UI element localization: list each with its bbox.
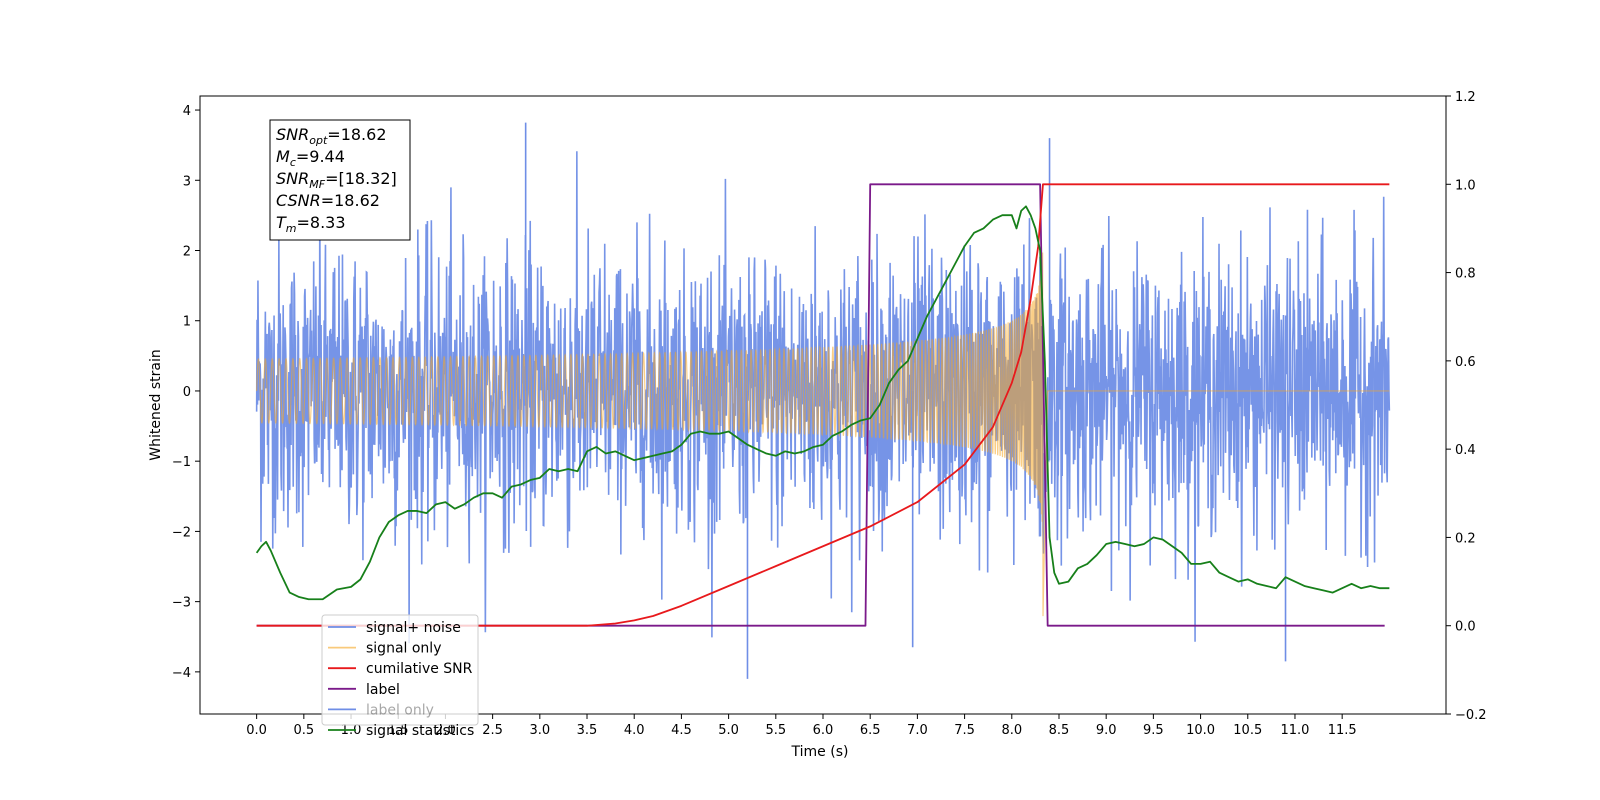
x-tick-label: 4.0 (624, 723, 645, 738)
y-right-tick-label: 1.2 (1455, 90, 1476, 105)
legend-label: label only (366, 702, 434, 718)
y-right-tick-label: 0.6 (1455, 355, 1476, 370)
legend-label: signal+ noise (366, 620, 461, 636)
x-tick-label: 9.5 (1143, 723, 1164, 738)
x-tick-label: 0.5 (293, 723, 314, 738)
legend: signal+ noise signal only cumilative SNR la… (321, 614, 479, 739)
x-tick-label: 3.5 (577, 723, 598, 738)
y-left-tick-label: 4 (183, 104, 191, 119)
x-tick-label: 2.5 (482, 723, 503, 738)
x-tick-label: 0.0 (246, 723, 267, 738)
x-tick-label: 3.0 (529, 723, 550, 738)
x-tick-label: 7.5 (954, 723, 975, 738)
series-layer (255, 122, 1391, 679)
x-tick-label: 8.0 (1001, 723, 1022, 738)
y-right-tick-label: 0.8 (1455, 267, 1476, 282)
series-cumulative-snr (256, 183, 1390, 627)
legend-label: label (366, 682, 400, 698)
x-tick-label: 11.5 (1328, 723, 1357, 738)
x-tick-label: 2.0 (435, 723, 456, 738)
legend-label: signal statistics (366, 723, 474, 739)
x-tick-label: 4.5 (671, 723, 692, 738)
y-left-tick-label: −4 (172, 666, 191, 681)
y-right-tick-label: 0.2 (1455, 531, 1476, 546)
y-axis-left-label: Whitened strain (148, 349, 164, 460)
y-axis-left: −4 −3 −2 −1 0 1 2 3 4 (172, 104, 200, 681)
x-tick-label: 7.0 (907, 723, 928, 738)
y-left-tick-label: 2 (183, 245, 191, 260)
annotation-line: SNRMF=[18.32] (276, 169, 397, 191)
legend-label: cumilative SNR (366, 661, 473, 677)
x-axis-label: Time (s) (791, 744, 849, 760)
y-left-tick-label: −2 (172, 525, 191, 540)
y-right-tick-label: 0.4 (1455, 443, 1476, 458)
x-axis: 0.0 0.5 1.0 1.5 2.0 2.5 3.0 3.5 4.0 4.5 5.0 5.5 6.0 6… (246, 714, 1357, 738)
y-right-tick-label: 0.0 (1455, 620, 1476, 635)
y-left-tick-label: −3 (172, 596, 191, 611)
y-left-tick-label: 3 (183, 174, 191, 189)
x-tick-label: 10.5 (1233, 723, 1262, 738)
annotation-line: CSNR=18.62 (276, 191, 380, 210)
x-tick-label: 8.5 (1049, 723, 1070, 738)
legend-label: signal only (366, 641, 441, 657)
annotation-line: Tm=8.33 (276, 213, 346, 235)
y-left-tick-label: −1 (172, 455, 191, 470)
annotation-line: SNRopt=18.62 (276, 125, 387, 147)
series-signal-statistics (255, 205, 1390, 601)
y-left-tick-label: 1 (183, 315, 191, 330)
x-tick-label: 1.5 (388, 723, 409, 738)
x-tick-label: 5.5 (765, 723, 786, 738)
x-tick-label: 11.0 (1280, 723, 1309, 738)
x-tick-label: 6.0 (813, 723, 834, 738)
x-tick-label: 10.0 (1186, 723, 1215, 738)
stats-annotation-box (269, 119, 411, 241)
x-tick-label: 6.5 (860, 723, 881, 738)
series-label (256, 183, 1385, 627)
legend-box (321, 614, 479, 726)
x-tick-label: 9.0 (1096, 723, 1117, 738)
x-tick-label: 5.0 (718, 723, 739, 738)
y-right-tick-label: 1.0 (1455, 178, 1476, 193)
annotation-line: Mc=9.44 (276, 147, 345, 169)
y-left-tick-label: 0 (183, 385, 191, 400)
y-axis-right: −0.2 0.0 0.2 0.4 0.6 0.8 1.0 1.2 (1446, 90, 1487, 723)
y-right-tick-label: −0.2 (1455, 708, 1487, 723)
stats-annotation: SNRopt=18.62Mc=9.44SNRMF=[18.32]CSNR=18.… (269, 119, 411, 241)
series-signal-only (256, 252, 1390, 617)
